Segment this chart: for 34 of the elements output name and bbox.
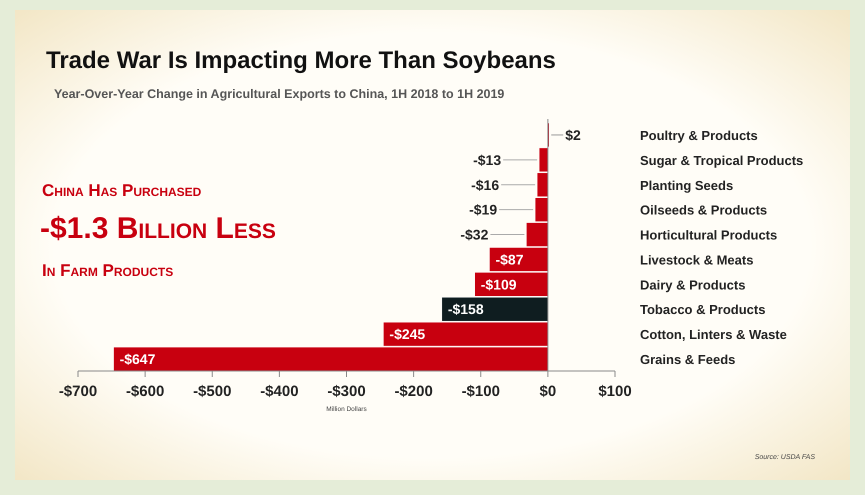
x-tick-label: -$500 [193,383,232,400]
y-tick-label: Horticultural Products [640,228,778,243]
y-tick-label: Poultry & Products [640,128,758,143]
data-label: -$158 [448,301,484,318]
data-label: -$109 [480,276,517,292]
data-label: -$13 [473,152,502,168]
x-tick-label: -$600 [126,383,164,400]
y-tick-label: Dairy & Products [640,277,746,292]
x-tick-label: $100 [598,383,632,400]
y-tick-label: Tobacco & Products [640,302,766,318]
x-tick-label: -$400 [260,383,299,400]
annotation: China Has Purchased [42,181,202,200]
y-tick-label: Planting Seeds [640,178,734,193]
y-tick-label: Cotton, Linters & Waste [640,327,787,342]
data-label: -$19 [469,202,498,218]
annotation: In Farm Products [42,261,174,280]
data-label: -$32 [460,226,489,243]
y-tick-label: Sugar & Tropical Products [640,152,804,168]
chart-subtitle: Year-Over-Year Change in Agricultural Exports to China, 1H 2018 to 1H 2019 [54,87,504,101]
data-label: $2 [565,126,582,143]
y-tick-label: Livestock & Meats [640,252,754,268]
data-label: -$16 [471,176,500,193]
annotation: -$1.3 Billion Less [40,212,276,245]
x-tick-label: -$100 [462,383,500,400]
x-tick-label: $0 [540,383,556,400]
chart-title: Trade War Is Impacting More Than Soybeans [46,47,556,74]
x-tick-label: -$200 [394,383,433,400]
data-label: -$647 [120,351,156,368]
y-tick-label: Oilseeds & Products [640,202,768,218]
x-tick-label: -$300 [327,383,366,400]
data-label: -$245 [389,326,426,342]
x-tick-label: -$700 [58,383,98,400]
y-tick-label: Grains & Feeds [640,352,736,368]
data-label: -$87 [495,251,524,268]
